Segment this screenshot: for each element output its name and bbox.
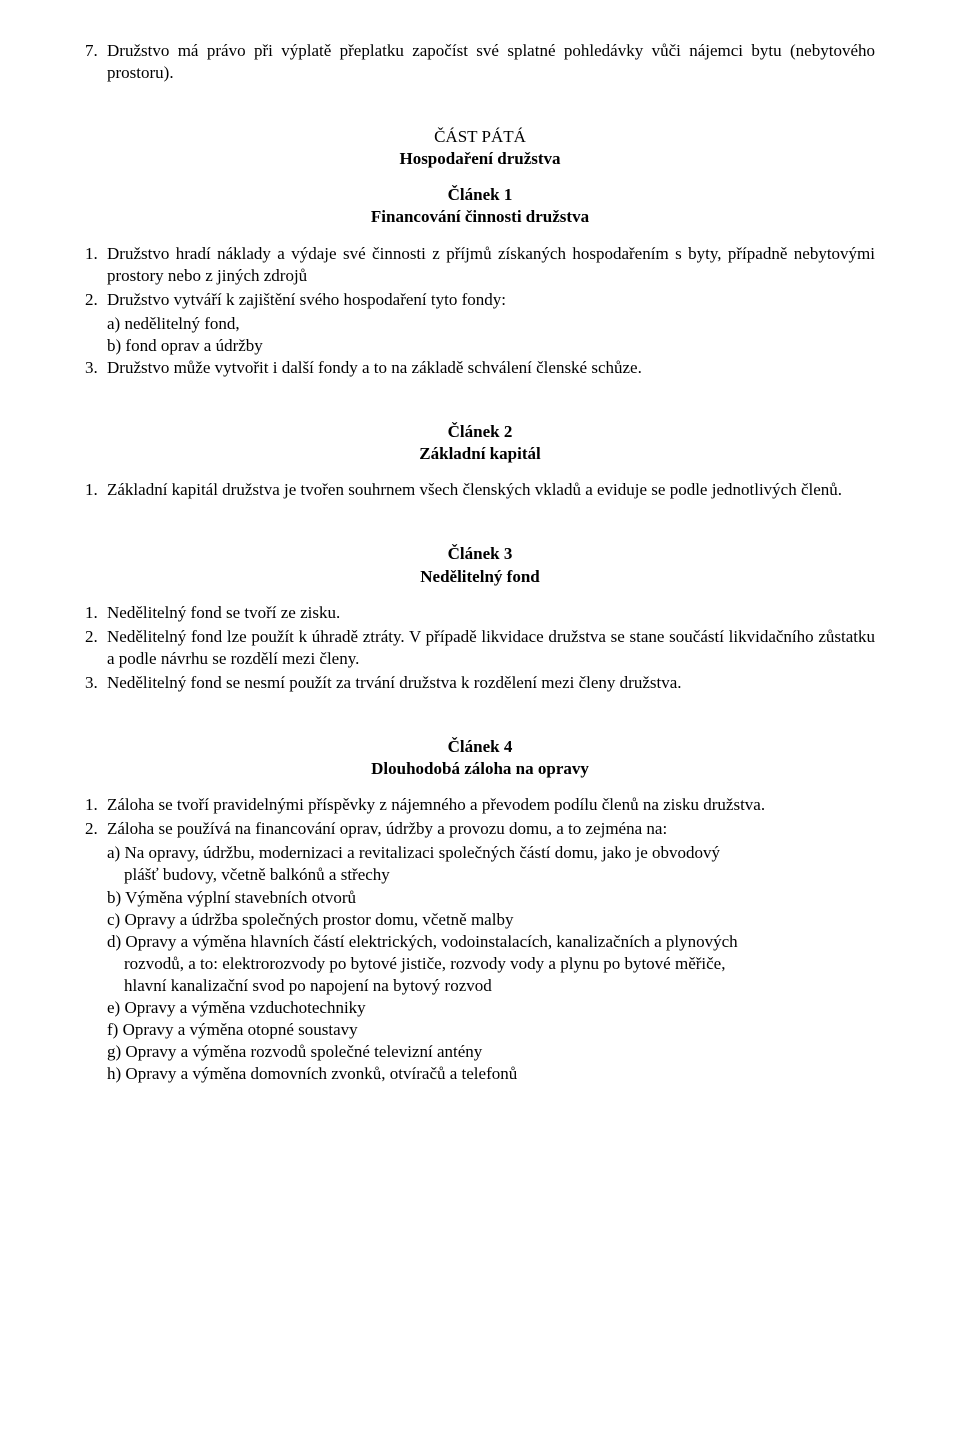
art3-item-1-num: 1. — [85, 602, 107, 624]
art4-sub-a-line2: plášť budovy, včetně balkónů a střechy — [85, 864, 875, 886]
art3-item-3: 3. Nedělitelný fond se nesmí použít za t… — [85, 672, 875, 694]
art4-sub-a-line1: a) Na opravy, údržbu, modernizaci a revi… — [85, 842, 875, 864]
art4-sub-h: h) Opravy a výměna domovních zvonků, otv… — [85, 1063, 875, 1085]
art1-item-3: 3. Družstvo může vytvořit i další fondy … — [85, 357, 875, 379]
intro-item-7-text: Družstvo má právo při výplatě přeplatku … — [107, 40, 875, 84]
art3-item-3-num: 3. — [85, 672, 107, 694]
art4-sub-g: g) Opravy a výměna rozvodů společné tele… — [85, 1041, 875, 1063]
art1-item-1: 1. Družstvo hradí náklady a výdaje své č… — [85, 243, 875, 287]
art2-subheading: Základní kapitál — [85, 443, 875, 465]
art3-item-1: 1. Nedělitelný fond se tvoří ze zisku. — [85, 602, 875, 624]
art4-sub-d-line1: d) Opravy a výměna hlavních částí elektr… — [85, 931, 875, 953]
art4-sub-f: f) Opravy a výměna otopné soustavy — [85, 1019, 875, 1041]
art3-item-3-text: Nedělitelný fond se nesmí použít za trvá… — [107, 672, 875, 694]
art1-item-2-num: 2. — [85, 289, 107, 311]
art3-heading: Článek 3 — [85, 543, 875, 565]
art3-item-1-text: Nedělitelný fond se tvoří ze zisku. — [107, 602, 875, 624]
part5-title: ČÁST PÁTÁ — [85, 126, 875, 148]
art4-item-2-num: 2. — [85, 818, 107, 840]
art3-item-2-text: Nedělitelný fond lze použít k úhradě ztr… — [107, 626, 875, 670]
art3-item-2: 2. Nedělitelný fond lze použít k úhradě … — [85, 626, 875, 670]
art1-item-2-text: Družstvo vytváří k zajištění svého hospo… — [107, 289, 875, 311]
part5-subtitle: Hospodaření družstva — [85, 148, 875, 170]
art1-item-3-num: 3. — [85, 357, 107, 379]
art1-sub-b: b) fond oprav a údržby — [85, 335, 875, 357]
art4-item-2-text: Záloha se používá na financování oprav, … — [107, 818, 875, 840]
art2-heading: Článek 2 — [85, 421, 875, 443]
art1-item-1-text: Družstvo hradí náklady a výdaje své činn… — [107, 243, 875, 287]
art1-item-1-num: 1. — [85, 243, 107, 287]
intro-item-7: 7. Družstvo má právo při výplatě přeplat… — [85, 40, 875, 84]
art2-item-1-num: 1. — [85, 479, 107, 501]
art3-subheading: Nedělitelný fond — [85, 566, 875, 588]
intro-item-7-num: 7. — [85, 40, 107, 84]
art1-subheading: Financování činnosti družstva — [85, 206, 875, 228]
art2-item-1: 1. Základní kapitál družstva je tvořen s… — [85, 479, 875, 501]
art1-sub-a: a) nedělitelný fond, — [85, 313, 875, 335]
art4-item-1-text: Záloha se tvoří pravidelnými příspěvky z… — [107, 794, 875, 816]
art2-item-1-text: Základní kapitál družstva je tvořen souh… — [107, 479, 875, 501]
art4-subheading: Dlouhodobá záloha na opravy — [85, 758, 875, 780]
document-page: 7. Družstvo má právo při výplatě přeplat… — [0, 0, 960, 1452]
art4-sub-c: c) Opravy a údržba společných prostor do… — [85, 909, 875, 931]
art1-item-2: 2. Družstvo vytváří k zajištění svého ho… — [85, 289, 875, 311]
art1-item-3-text: Družstvo může vytvořit i další fondy a t… — [107, 357, 875, 379]
art4-item-1-num: 1. — [85, 794, 107, 816]
art3-item-2-num: 2. — [85, 626, 107, 670]
art4-heading: Článek 4 — [85, 736, 875, 758]
art4-sub-d-line3: hlavní kanalizační svod po napojení na b… — [85, 975, 875, 997]
art4-sub-b: b) Výměna výplní stavebních otvorů — [85, 887, 875, 909]
art4-sub-d-line2: rozvodů, a to: elektrorozvody po bytové … — [85, 953, 875, 975]
art1-heading: Článek 1 — [85, 184, 875, 206]
art4-sub-e: e) Opravy a výměna vzduchotechniky — [85, 997, 875, 1019]
art4-item-2: 2. Záloha se používá na financování opra… — [85, 818, 875, 840]
art4-item-1: 1. Záloha se tvoří pravidelnými příspěvk… — [85, 794, 875, 816]
